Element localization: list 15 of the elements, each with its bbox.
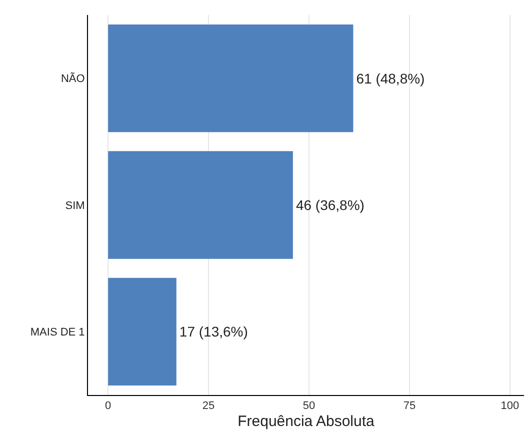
x-tick-label: 50 <box>302 400 316 412</box>
x-axis-title: Frequência Absoluta <box>238 413 376 430</box>
y-tick-label: SIM <box>65 200 85 212</box>
x-tick-label: 75 <box>403 400 416 412</box>
bar <box>108 278 176 386</box>
x-tick-label: 25 <box>202 400 215 412</box>
data-label: 17 (13,6%) <box>179 324 248 340</box>
x-tick-label: 100 <box>500 400 520 412</box>
data-label: 46 (36,8%) <box>296 197 364 213</box>
y-tick-label: MAIS DE 1 <box>30 326 85 339</box>
data-label: 61 (48,8%) <box>356 70 425 86</box>
y-tick-label: NÃO <box>60 72 86 86</box>
bar <box>108 24 354 132</box>
bar <box>108 151 293 259</box>
x-tick-label: 0 <box>105 400 112 412</box>
